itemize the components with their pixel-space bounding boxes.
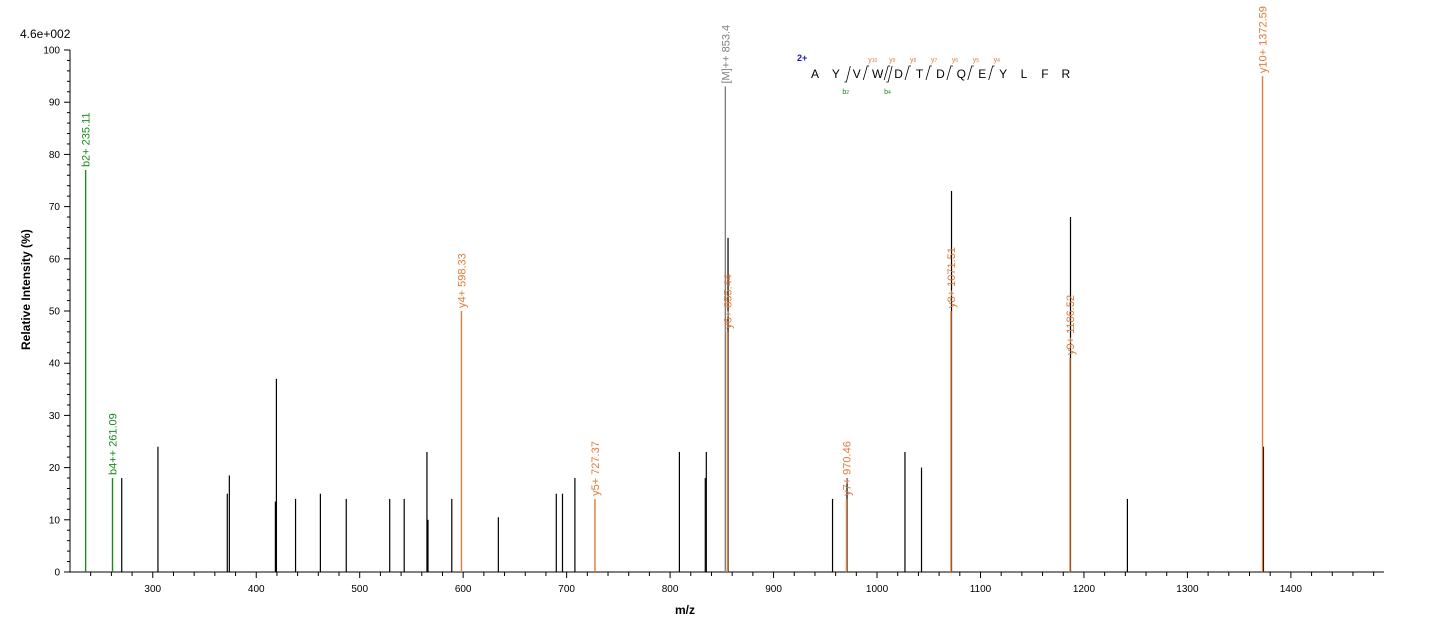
peak-label-b: b2+ 235.11 [81,113,93,168]
y-ion-bracket [925,65,932,81]
sequence-residue: D [894,67,903,81]
sequence-residue: V [853,67,861,81]
x-tick-label: 600 [455,584,472,595]
y-tick-label: 50 [49,307,61,318]
sequence-residue: R [1061,67,1070,81]
y-tick-label: 0 [54,568,60,579]
b-ion-bracket [886,65,893,83]
y-ion-label: y10 [868,57,877,64]
sequence-residue: Q [957,67,966,81]
peaks [84,76,1265,572]
peak-label-precursor: [M]++ 853.4 [720,25,732,84]
y-ion-label: y9 [889,57,896,64]
scale-label: 4.6e+002 [20,27,71,41]
y-tick-label: 40 [49,359,61,370]
peak-label-y: y5+ 727.37 [590,441,602,496]
x-tick-label: 1000 [866,584,889,595]
x-tick-label: 1400 [1280,584,1303,595]
sequence-residue: W [872,67,884,81]
x-tick-label: 1200 [1073,584,1096,595]
sequence-residue: D [936,67,945,81]
y-axis-title: Relative Intensity (%) [19,229,33,350]
x-tick-label: 900 [765,584,782,595]
y-tick-label: 70 [49,202,61,213]
sequence-residue: Y [999,67,1007,81]
y-tick-label: 60 [49,254,61,265]
y-ion-label: y4 [994,57,1001,64]
peak-label-y: y7+ 970.46 [841,441,853,496]
x-tick-label: 300 [144,584,161,595]
y-ion-label: y7 [931,57,938,64]
axes: 0 10 20 30 40 50 60 70 80 90 100 300 400 500 600 700 800… [43,46,1384,595]
y-ion-bracket [967,65,974,81]
b-ion-label: b2 [842,89,849,96]
y-ion-bracket [988,65,995,81]
sequence-residue: A [811,67,819,81]
y-tick-label: 100 [43,46,60,57]
peak-label-b: b4++ 261.09 [108,413,120,475]
x-tick-label: 500 [351,584,368,595]
peak-label-y: y6+ 855.44 [722,274,734,329]
x-tick-label: 800 [662,584,679,595]
peak-label-y: y4+ 598.33 [456,253,468,308]
sequence-residue: Y [832,67,840,81]
x-tick-label: 700 [558,584,575,595]
sequence-residue: F [1041,67,1048,81]
sequence-residue: T [916,67,924,81]
y-tick-label: 80 [49,150,61,161]
peak-labels: b2+ 235.11 b4++ 261.09 y4+ 598.33 y5+ 727.3… [81,6,1270,496]
b-ion-label: b4 [884,89,891,96]
x-tick-label: 400 [248,584,265,595]
sequence-residue: L [1021,67,1028,81]
x-tick-label: 1300 [1176,584,1199,595]
b-ion-bracket [844,65,851,83]
y-ion-bracket [862,65,870,81]
y-tick-label: 10 [49,515,61,526]
peak-label-y: y10+ 1372.59 [1258,6,1270,73]
y-ion-label: y6 [952,57,959,64]
y-tick-label: 30 [49,411,61,422]
y-tick-label: 90 [49,98,61,109]
peak-label-y: y8+ 1071.51 [946,247,958,308]
y-ion-label: y5 [973,57,980,64]
precursor-charge: 2+ [797,53,807,63]
x-tick-label: 1100 [970,584,992,595]
peak-label-y: y9+ 1186.52 [1065,295,1077,355]
y-ion-bracket [904,65,912,81]
y-tick-label: 20 [49,463,61,474]
y-ion-bracket [883,65,891,81]
y-ion-bracket [946,65,953,81]
sequence-residue: E [978,67,986,81]
y-ion-label: y8 [910,57,917,64]
x-axis-title: m/z [675,603,695,617]
